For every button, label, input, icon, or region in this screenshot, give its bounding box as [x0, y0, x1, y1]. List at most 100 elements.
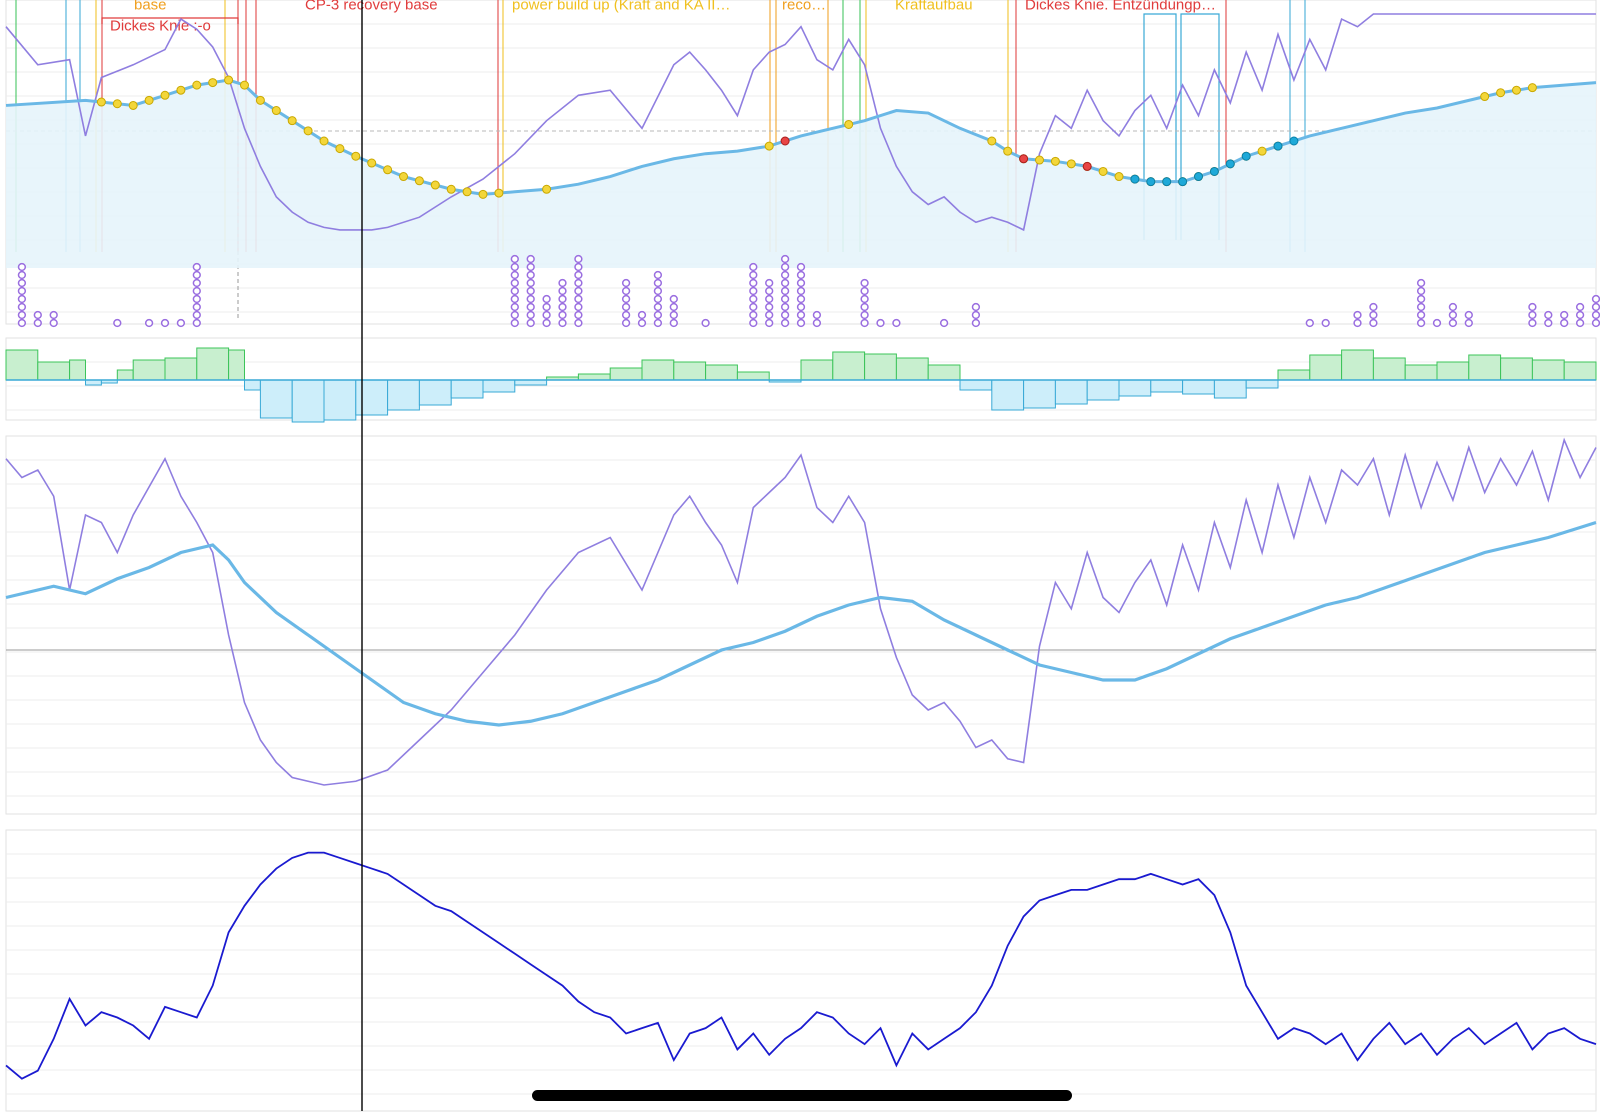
event-dot: [1416, 302, 1426, 312]
event-dot: [749, 294, 758, 304]
event-dot: [1416, 318, 1426, 328]
form-bar: [1436, 361, 1470, 381]
event-dot: [1575, 310, 1585, 320]
marker-dot: [1162, 177, 1172, 187]
event-dot: [1416, 286, 1426, 296]
marker-dot: [192, 80, 202, 90]
event-dot: [780, 310, 790, 320]
marker-dot: [255, 95, 265, 105]
marker-dot: [1146, 177, 1156, 187]
event-dot: [860, 294, 869, 304]
event-dot: [192, 310, 201, 320]
event-dot: [765, 310, 774, 320]
form-bar: [482, 379, 516, 393]
home-indicator[interactable]: [532, 1090, 1072, 1101]
event-dot: [653, 318, 663, 328]
event-dot: [17, 286, 27, 296]
event-dot: [971, 302, 981, 312]
event-dot: [558, 302, 567, 312]
form-bar: [1182, 379, 1215, 395]
form-bar: [418, 379, 452, 406]
event-dot: [1591, 294, 1600, 304]
event-dot: [1416, 310, 1426, 320]
event-dot: [796, 262, 806, 272]
form-bar: [1404, 364, 1438, 381]
event-dot: [860, 318, 869, 328]
event-dot: [780, 302, 790, 312]
marker-dot: [1273, 141, 1283, 151]
event-dot: [860, 286, 869, 296]
event-dot: [971, 310, 981, 320]
form-bar: [1500, 357, 1533, 381]
event-dot: [192, 294, 201, 304]
annotation-label: Dickes Knie :-o: [110, 17, 211, 34]
event-dot: [558, 294, 567, 304]
event-dot: [653, 294, 663, 304]
event-dot: [574, 286, 583, 296]
form-bar: [1531, 359, 1565, 381]
event-dot: [558, 318, 567, 328]
event-dot: [892, 318, 901, 328]
event-dot: [1432, 318, 1442, 328]
form-bar: [323, 379, 357, 421]
annotation-label: CP-3 recovery base: [305, 0, 438, 13]
form-bar: [1054, 379, 1088, 405]
event-dot: [510, 310, 519, 320]
event-dot: [526, 302, 535, 312]
event-dot: [1575, 318, 1585, 328]
marker-dot: [96, 97, 106, 107]
marker-dot: [1178, 177, 1188, 187]
marker-dot: [1114, 172, 1124, 182]
form-bar: [959, 379, 993, 391]
event-dot: [621, 278, 631, 288]
form-bar: [1213, 379, 1247, 399]
event-dot: [939, 318, 949, 328]
fitness-area: [6, 80, 1596, 268]
form-bar: [927, 364, 961, 381]
event-dot: [780, 294, 790, 304]
event-dot: [1528, 302, 1537, 312]
event-dot: [1560, 318, 1569, 328]
event-dot: [33, 310, 42, 320]
marker-dot: [240, 80, 249, 90]
event-dot: [1544, 318, 1553, 328]
event-dot: [860, 310, 869, 320]
form-bar: [1086, 379, 1120, 401]
event-dot: [796, 310, 806, 320]
form-bar: [673, 361, 707, 381]
annotation-label: base: [134, 0, 167, 13]
event-dot: [1369, 310, 1378, 320]
series-line-ramp: [5, 851, 1597, 1080]
event-dot: [558, 286, 567, 296]
event-dot: [192, 286, 201, 296]
event-dot: [1369, 302, 1378, 312]
event-dot: [796, 286, 806, 296]
event-dot: [780, 254, 790, 264]
event-dot: [1448, 310, 1458, 320]
event-dot: [749, 270, 758, 280]
event-dot: [653, 302, 663, 312]
event-dot: [526, 270, 535, 280]
marker-dot: [1209, 166, 1219, 176]
event-dot: [558, 278, 567, 288]
event-dot: [796, 302, 806, 312]
form-bar: [291, 379, 325, 423]
form-bar: [1118, 379, 1152, 397]
annotation-bracket: [101, 17, 239, 24]
event-dot: [765, 318, 774, 328]
marker-dot: [764, 141, 774, 151]
event-dot: [1575, 302, 1585, 312]
marker-dot: [1496, 88, 1506, 98]
marker-dot: [446, 184, 456, 194]
marker-dot: [1257, 146, 1267, 156]
event-dot: [1416, 294, 1426, 304]
marker-dot: [351, 151, 361, 161]
event-dot: [1464, 318, 1473, 328]
marker-dot: [128, 100, 138, 110]
series-line-raw: [5, 13, 1596, 232]
form-bar: [800, 359, 834, 381]
event-dot: [812, 310, 822, 320]
event-dot: [144, 318, 154, 328]
marker-dot: [1066, 159, 1076, 169]
event-dot: [1369, 318, 1378, 328]
